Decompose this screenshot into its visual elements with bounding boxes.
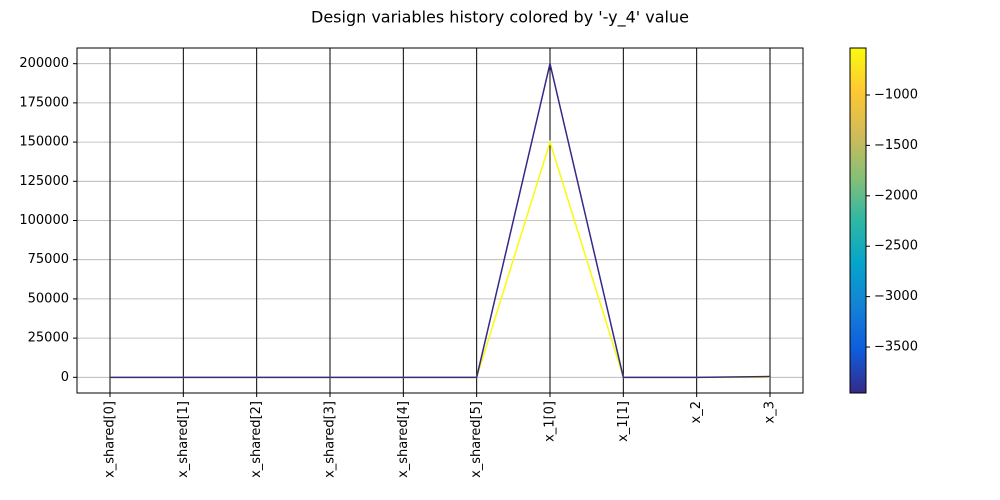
- x-tick-label: x_shared[3]: [323, 401, 338, 478]
- series-line: [110, 63, 771, 379]
- x-tick-label: x_2: [689, 401, 704, 423]
- y-tick-label: 175000: [19, 95, 69, 110]
- y-tick-label: 50000: [28, 291, 69, 306]
- y-tick-label: 75000: [28, 252, 69, 267]
- x-tick-label: x_shared[4]: [396, 401, 411, 478]
- x-tick-label: x_shared[2]: [249, 401, 264, 478]
- colorbar: [849, 47, 867, 394]
- y-tick-label: 25000: [28, 331, 69, 346]
- x-tick-label: x_shared[5]: [469, 401, 484, 478]
- x-tick-label: x_shared[0]: [103, 401, 118, 478]
- colorbar-tick-label: −1000: [874, 87, 918, 102]
- y-tick-label: 100000: [19, 213, 69, 228]
- colorbar-tick-label: −2000: [874, 188, 918, 203]
- x-tick-label: x_3: [763, 401, 778, 423]
- plot-frame: [76, 47, 804, 394]
- y-tick-label: 125000: [19, 174, 69, 189]
- x-tick-label: x_1[1]: [616, 401, 631, 442]
- y-tick-label: 150000: [19, 135, 69, 150]
- y-tick-label: 0: [61, 370, 69, 385]
- colorbar-tick-label: −3500: [874, 340, 918, 355]
- chart-title: Design variables history colored by '-y_…: [311, 8, 689, 28]
- colorbar-tick-label: −3000: [874, 289, 918, 304]
- colorbar-tick-label: −2500: [874, 239, 918, 254]
- colorbar-tick-label: −1500: [874, 138, 918, 153]
- x-tick-label: x_shared[1]: [176, 401, 191, 478]
- x-tick-label: x_1[0]: [543, 401, 558, 442]
- y-tick-label: 200000: [19, 56, 69, 71]
